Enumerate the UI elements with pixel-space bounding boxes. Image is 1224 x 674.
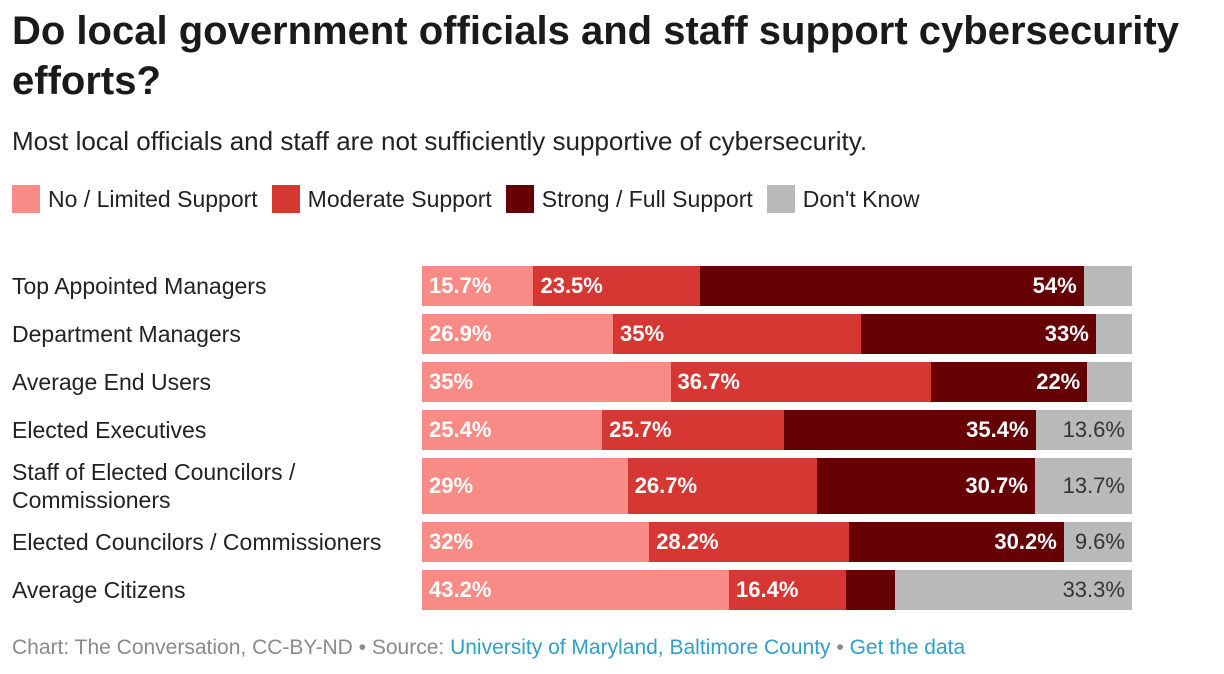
legend-label: No / Limited Support	[48, 185, 258, 212]
category-label: Staff of Elected Councilors / Commission…	[12, 459, 296, 513]
bar-segment: 28.2%	[649, 522, 850, 562]
data-label: 26.7%	[634, 473, 698, 498]
data-label: 33.3%	[1062, 577, 1125, 602]
bar-row: 15.7% 23.5% 54%	[422, 266, 1132, 306]
legend-swatch	[271, 185, 300, 213]
bar-segment: 26.9%	[422, 314, 613, 354]
bar-row: 29% 26.7% 30.7% 13.7%	[422, 458, 1132, 514]
data-label: 25.4%	[429, 417, 492, 442]
legend-swatch	[766, 185, 795, 213]
data-label: 28.2%	[656, 529, 719, 554]
source-prefix: Source:	[371, 636, 451, 659]
data-label: 16.4%	[736, 577, 799, 602]
data-label: 35%	[619, 321, 665, 346]
bar-segment: 16.4%	[729, 570, 846, 610]
bar-segment: 29%	[422, 458, 628, 514]
bar-segment: 9.6%	[1063, 522, 1132, 562]
bar-segment: 32%	[422, 522, 650, 562]
bar-segment: 13.7%	[1034, 458, 1132, 514]
data-label: 33%	[1044, 321, 1089, 346]
bar-segment: 43.2%	[422, 570, 730, 610]
get-the-data-link[interactable]: Get the data	[849, 636, 966, 659]
data-label: 13.6%	[1062, 417, 1125, 442]
legend-label: Moderate Support	[307, 185, 492, 212]
bar-segment: 13.6%	[1035, 410, 1132, 450]
legend-label: Don't Know	[802, 185, 920, 212]
bar-segment: 35%	[612, 314, 862, 354]
bar-row: 26.9% 35% 33%	[422, 314, 1132, 354]
data-label: 9.6%	[1074, 529, 1125, 554]
legend-item: Moderate Support	[271, 185, 492, 213]
data-label: 32%	[429, 529, 474, 554]
category-label: Top Appointed Managers	[12, 273, 267, 299]
category-label: Elected Executives	[12, 417, 207, 443]
data-label: 30.7%	[965, 473, 1028, 498]
bar-segment: 33%	[861, 314, 1096, 354]
data-label: 25.7%	[609, 417, 672, 442]
data-label: 43.2%	[429, 577, 492, 602]
bar-segment: 35%	[422, 362, 671, 402]
bar-row: 25.4% 25.7% 35.4% 13.6%	[422, 410, 1132, 450]
chart-title: Do local government officials and staff …	[12, 9, 1179, 103]
legend-item: Don't Know	[766, 185, 920, 213]
bar-segment: 30.7%	[817, 458, 1035, 514]
data-label: 15.7%	[429, 273, 492, 298]
bar-row: 35% 36.7% 22%	[422, 362, 1132, 402]
footer-separator-2: •	[830, 636, 850, 659]
legend-item: Strong / Full Support	[505, 185, 753, 213]
data-label: 23.5%	[540, 273, 603, 298]
category-label: Elected Councilors / Commissioners	[12, 529, 382, 555]
bar-segment: 25.7%	[602, 410, 785, 450]
data-label: 36.7%	[677, 369, 740, 394]
bar-segment	[1083, 266, 1132, 306]
category-label: Average End Users	[12, 369, 212, 395]
category-label: Department Managers	[12, 321, 241, 347]
bar-segment: 30.2%	[849, 522, 1064, 562]
chart-subtitle: Most local officials and staff are not s…	[12, 126, 868, 156]
bar-segment: 33.3%	[895, 570, 1132, 610]
category-label: Average Citizens	[12, 577, 186, 603]
bar-segment: 23.5%	[533, 266, 701, 306]
bar-segment: 25.4%	[422, 410, 603, 450]
data-label: 30.2%	[994, 529, 1057, 554]
source-link[interactable]: University of Maryland, Baltimore County	[450, 636, 831, 659]
data-label: 26.9%	[429, 321, 492, 346]
bar-segment: 54%	[700, 266, 1084, 306]
data-label: 29%	[429, 473, 474, 498]
legend: No / Limited Support Moderate Support Stro…	[12, 182, 934, 216]
bar-segment	[1095, 314, 1132, 354]
legend-label: Strong / Full Support	[541, 185, 753, 212]
bar-segment: 15.7%	[422, 266, 534, 306]
bar-segment: 26.7%	[627, 458, 818, 514]
bar-segment	[1087, 362, 1132, 402]
legend-swatch	[505, 185, 534, 213]
legend-swatch	[12, 185, 40, 213]
legend-item: No / Limited Support	[12, 185, 258, 213]
chart-credit: Chart: The Conversation, CC-BY-ND	[12, 636, 353, 659]
bar-row: 32% 28.2% 30.2% 9.6%	[422, 522, 1132, 562]
bar-segment: 36.7%	[670, 362, 932, 402]
data-label: 13.7%	[1062, 473, 1125, 498]
bar-row: 43.2% 16.4% 33.3%	[422, 570, 1132, 610]
data-label: 35%	[429, 369, 474, 394]
data-label: 54%	[1032, 273, 1077, 298]
footer-separator: •	[352, 636, 372, 659]
bar-segment: 22%	[931, 362, 1088, 402]
bar-segment	[845, 570, 896, 610]
data-label: 22%	[1036, 369, 1081, 394]
footer: Chart: The Conversation, CC-BY-ND • Sour…	[12, 636, 965, 660]
data-label: 35.4%	[966, 417, 1029, 442]
bar-segment: 35.4%	[784, 410, 1036, 450]
